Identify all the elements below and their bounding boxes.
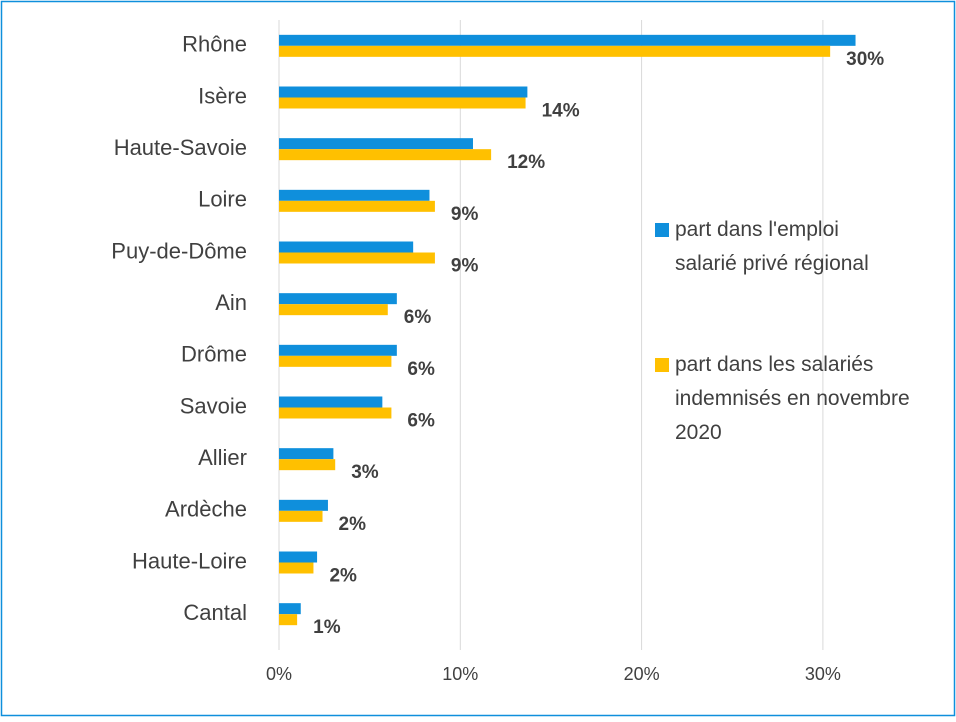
category-label: Ain	[215, 290, 247, 315]
category-label: Drôme	[181, 342, 247, 367]
bar	[279, 241, 414, 253]
data-label: 14%	[542, 101, 580, 122]
category-label: Rhône	[182, 32, 247, 57]
legend-label: part dans l'emploi salarié privé régional	[675, 218, 869, 275]
bar	[279, 407, 392, 419]
bar	[279, 34, 856, 46]
bar	[279, 603, 301, 615]
bar	[279, 304, 388, 316]
legend-swatch	[655, 223, 669, 237]
legend-line: indemnisés en novembre	[675, 387, 910, 410]
bar	[279, 293, 397, 305]
data-label: 6%	[407, 411, 435, 432]
bar	[279, 448, 334, 460]
bar	[279, 614, 298, 626]
bar	[279, 551, 318, 563]
legend-line: part dans l'emploi	[675, 218, 839, 241]
legend-line: salarié privé régional	[675, 252, 869, 275]
category-label: Ardèche	[165, 497, 247, 522]
data-label: 9%	[451, 204, 479, 225]
data-label: 1%	[313, 617, 341, 638]
category-label: Savoie	[180, 393, 247, 418]
category-label: Cantal	[183, 600, 247, 625]
bar	[279, 86, 528, 98]
bar	[279, 189, 430, 201]
category-label: Allier	[198, 445, 247, 470]
category-label: Isère	[198, 83, 247, 108]
bar	[279, 355, 392, 367]
x-tick-label: 20%	[624, 664, 660, 684]
x-tick-label: 0%	[266, 664, 292, 684]
data-label: 2%	[329, 566, 357, 587]
bar	[279, 459, 336, 471]
category-label: Puy-de-Dôme	[111, 238, 247, 263]
data-label: 6%	[407, 359, 435, 380]
bar	[279, 138, 473, 150]
bar	[279, 97, 526, 109]
x-tick-label: 30%	[805, 664, 841, 684]
data-label: 9%	[451, 256, 479, 277]
data-label: 6%	[404, 307, 432, 328]
data-label: 30%	[846, 49, 884, 70]
legend-line: 2020	[675, 421, 722, 444]
data-label: 2%	[339, 514, 367, 535]
legend-line: part dans les salariés	[675, 353, 873, 376]
legend-swatch	[655, 358, 669, 372]
category-label: Loire	[198, 187, 247, 212]
bar	[279, 396, 383, 408]
x-tick-label: 10%	[442, 664, 478, 684]
bar	[279, 149, 492, 161]
bar	[279, 510, 323, 522]
data-label: 3%	[351, 462, 379, 483]
bar	[279, 562, 314, 574]
bar	[279, 499, 328, 511]
bar	[279, 344, 397, 356]
category-label: Haute-Loire	[132, 548, 247, 573]
bar	[279, 200, 435, 212]
bar	[279, 45, 831, 57]
legend-label: part dans les salariés indemnisés en nove…	[675, 353, 910, 444]
data-label: 12%	[507, 152, 545, 173]
bar	[279, 252, 435, 264]
category-label: Haute-Savoie	[114, 135, 247, 160]
